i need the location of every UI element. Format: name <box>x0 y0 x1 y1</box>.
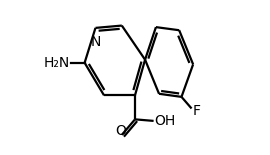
Text: N: N <box>90 35 101 49</box>
Text: O: O <box>116 124 126 138</box>
Text: F: F <box>192 104 200 118</box>
Text: OH: OH <box>154 114 176 128</box>
Text: H₂N: H₂N <box>44 56 70 70</box>
